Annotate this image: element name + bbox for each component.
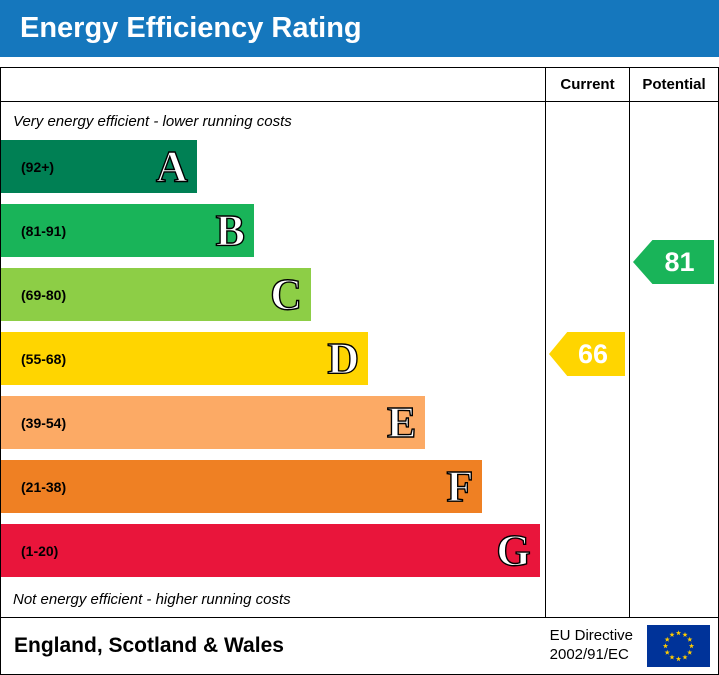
eu-directive-line1: EU Directive — [549, 627, 633, 645]
column-header-spacer — [1, 68, 545, 101]
band-range-label: (81-91) — [21, 222, 67, 239]
band-range-label: (21-38) — [21, 478, 67, 495]
band-row: (81-91) B — [1, 204, 545, 257]
band-range-label: (39-54) — [21, 414, 67, 431]
band-range-label: (69-80) — [21, 286, 67, 303]
eu-directive-text: EU Directive 2002/91/EC — [550, 627, 633, 665]
column-header-row: Current Potential — [1, 68, 718, 102]
potential-rating-arrow: 81 — [633, 240, 714, 284]
band-bar: (81-91) B — [1, 204, 254, 257]
band-range-label: (55-68) — [21, 350, 67, 367]
bottom-note: Not energy efficient - higher running co… — [13, 591, 291, 608]
column-header-current: Current — [545, 68, 629, 101]
bands-area: Very energy efficient - lower running co… — [1, 102, 545, 617]
top-note: Very energy efficient - lower running co… — [13, 112, 292, 130]
band-letter: E — [386, 397, 417, 447]
current-rating-column: 66 — [545, 102, 629, 617]
band-row: (21-38) F — [1, 460, 545, 513]
band-letter: D — [327, 333, 360, 383]
band-range-label: (92+) — [21, 158, 55, 175]
potential-rating-column: 81 — [629, 102, 718, 617]
band-letter: C — [270, 269, 303, 319]
band-range-label: (1-20) — [21, 542, 59, 559]
band-letter: F — [446, 461, 474, 511]
page-title: Energy Efficiency Rating — [20, 12, 362, 44]
band-row: (39-54) E — [1, 396, 545, 449]
band-bar: (1-20) G — [1, 524, 540, 577]
band-row: (92+) A — [1, 140, 545, 193]
band-row: (1-20) G — [1, 524, 545, 577]
band-letter: G — [496, 525, 532, 575]
band-bar: (69-80) C — [1, 268, 312, 321]
band-row: (55-68) D — [1, 332, 545, 385]
chart-body: Very energy efficient - lower running co… — [1, 102, 718, 617]
region-label: England, Scotland & Wales — [14, 634, 284, 657]
current-rating-arrow: 66 — [549, 332, 625, 376]
energy-rating-chart: Current Potential Very energy efficient … — [0, 67, 719, 618]
band-row: (69-80) C — [1, 268, 545, 321]
footer: England, Scotland & Wales EU Directive 2… — [0, 618, 719, 675]
page-header: Energy Efficiency Rating — [0, 0, 719, 57]
eu-flag-icon — [647, 625, 710, 667]
rating-value: 66 — [577, 338, 609, 369]
rating-value: 81 — [664, 246, 695, 277]
band-bar: (92+) A — [1, 140, 197, 193]
band-bar: (55-68) D — [1, 332, 369, 385]
column-header-potential: Potential — [629, 68, 718, 101]
band-letter: B — [215, 205, 246, 255]
eu-directive-line2: 2002/91/EC — [549, 646, 629, 663]
band-bar: (39-54) E — [1, 396, 426, 449]
band-bar: (21-38) F — [1, 460, 483, 513]
band-letter: A — [155, 141, 188, 191]
